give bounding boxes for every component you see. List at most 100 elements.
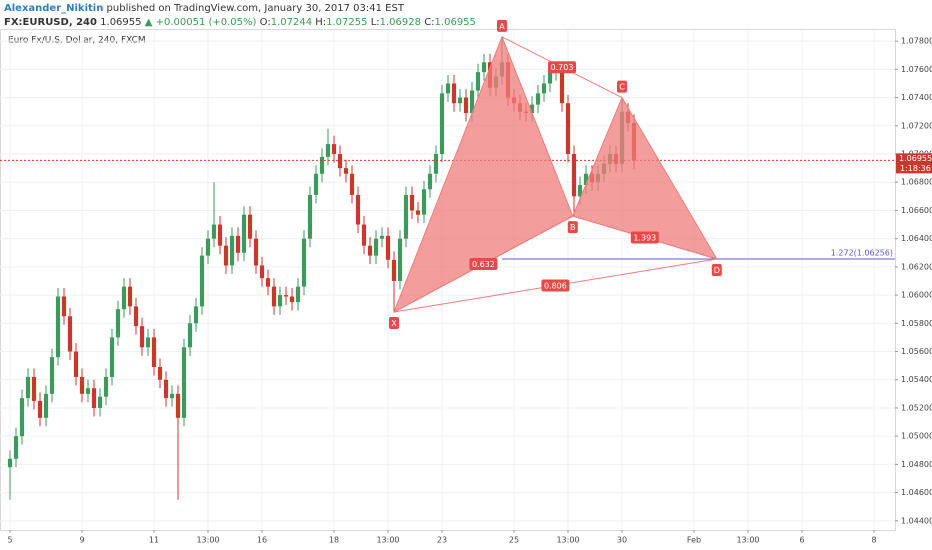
candle-body (265, 278, 271, 287)
candle-body (571, 154, 577, 197)
candle-body (199, 255, 205, 307)
candle-body (295, 286, 301, 303)
candle-body (577, 185, 583, 197)
candle-body (379, 235, 385, 239)
candle-body (277, 295, 283, 307)
candle-body (313, 173, 319, 195)
plot-frame (0, 29, 896, 531)
point-badge (497, 19, 508, 32)
byline: Alexander_Nikitin published on TradingVi… (4, 2, 476, 16)
candle-body (133, 306, 139, 327)
author[interactable]: Alexander_Nikitin (4, 3, 104, 14)
x-tick-label: 30 (617, 536, 627, 545)
header: Alexander_Nikitin published on TradingVi… (4, 2, 476, 30)
candle-body (331, 144, 337, 155)
x-tick-label: 18 (329, 536, 339, 545)
candle-body (43, 393, 49, 418)
last: 1.06955 (100, 17, 142, 28)
candle-body (181, 347, 187, 418)
candle-body (271, 286, 277, 307)
ratio-label: 0.632 (472, 260, 495, 269)
candle-body (391, 259, 397, 281)
x-tick-label: 16 (257, 536, 267, 545)
candle-body (583, 173, 589, 186)
ratio-badge (548, 61, 577, 74)
h-label: H: (315, 17, 327, 28)
x-tick-label: 13:00 (556, 536, 579, 545)
candle-body (223, 245, 229, 266)
candle-body (163, 379, 169, 399)
point-label: X (391, 319, 397, 328)
candle-body (481, 62, 487, 73)
h: 1.07255 (326, 17, 368, 28)
candle-body (343, 168, 349, 174)
x-tick-label: 13:00 (376, 536, 399, 545)
y-tick-label: 1.06000 (901, 291, 932, 300)
candle-body (565, 103, 571, 155)
y-tick-label: 1.07400 (901, 93, 932, 102)
candle-body (109, 337, 115, 377)
candle-body (367, 245, 373, 256)
o-label: O: (259, 17, 271, 28)
candle-body (229, 235, 235, 266)
candle-body (241, 214, 247, 253)
candle-body (31, 376, 37, 401)
candle-body (25, 376, 31, 399)
candles (7, 36, 637, 500)
published: published on TradingView.com, January 30… (106, 3, 404, 14)
y-tick-label: 1.05400 (901, 375, 932, 384)
candle-body (373, 238, 379, 256)
y-tick-label: 1.07600 (901, 65, 932, 74)
candle-body (475, 72, 481, 91)
candle-body (115, 309, 121, 338)
o: 1.07244 (270, 17, 313, 28)
y-tick-label: 1.05200 (901, 403, 932, 412)
ratio-badge (469, 258, 498, 271)
x-tick-label: 13:00 (736, 536, 759, 545)
ratio-label: 0.806 (544, 282, 567, 291)
y-tick-label: 1.04600 (901, 488, 932, 497)
point-label: B (570, 223, 576, 232)
candle-body (13, 436, 19, 459)
candle-body (103, 376, 109, 397)
candle-body (127, 286, 133, 307)
chart-title: Euro Fx/U.S. Dollar, 240, FXCM (8, 36, 146, 46)
candle-body (157, 367, 163, 380)
y-tick-label: 1.05800 (901, 319, 932, 328)
candle-body (403, 194, 409, 239)
x-tick-label: 5 (7, 536, 12, 545)
pattern: 1.272(1.06256) 0.703 0.632 0.806 1.393 X A B C D (389, 19, 895, 330)
candle-body (289, 296, 295, 303)
candle-body (121, 286, 127, 310)
x-tick-label: Feb (687, 536, 701, 545)
x-tick-label: 6 (799, 536, 804, 545)
pattern-wing (393, 35, 574, 314)
x-tick-label: 8 (871, 536, 876, 545)
candle-body (7, 458, 13, 468)
candle-body (337, 154, 343, 169)
candle-body (451, 83, 457, 104)
candle-body (145, 337, 151, 348)
c-label: C: (424, 17, 435, 28)
candle-body (37, 400, 43, 418)
candle-body (85, 388, 91, 394)
candle-body (385, 235, 391, 260)
candle-body (355, 194, 361, 225)
symbol: FX:EURUSD, 240 (4, 17, 97, 28)
y-tick-label: 1.06400 (901, 234, 932, 243)
candle-body (67, 316, 73, 352)
l-label: L: (370, 17, 380, 28)
point-badge (389, 317, 400, 330)
candle-body (415, 210, 421, 215)
candle-body (529, 104, 535, 114)
candle-body (349, 173, 355, 195)
candle-body (307, 194, 313, 239)
candle-body (55, 296, 61, 358)
candle-body (193, 306, 199, 324)
x-tick-label: 9 (79, 536, 84, 545)
candle-body (175, 393, 181, 418)
point-label: A (499, 22, 505, 31)
price-tag: 1.06955 (899, 154, 932, 163)
ratio-badge (630, 231, 659, 244)
